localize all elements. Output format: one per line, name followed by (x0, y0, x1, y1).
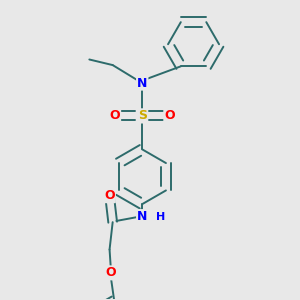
Text: O: O (164, 109, 175, 122)
Text: N: N (137, 210, 147, 223)
Text: O: O (110, 109, 120, 122)
Text: S: S (138, 109, 147, 122)
Text: O: O (104, 189, 115, 202)
Text: H: H (156, 212, 166, 222)
Text: N: N (137, 76, 147, 90)
Text: O: O (106, 266, 116, 279)
